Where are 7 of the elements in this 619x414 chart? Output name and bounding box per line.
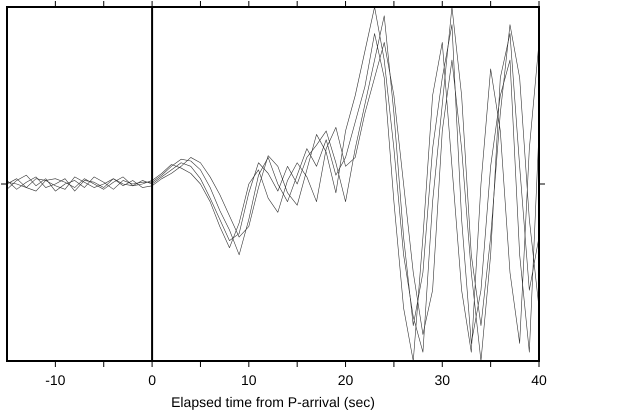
x-tick-label: 30 <box>434 372 450 388</box>
x-axis-title: Elapsed time from P-arrival (sec) <box>171 394 375 410</box>
x-tick-label: 0 <box>148 372 156 388</box>
x-tick-label: 10 <box>241 372 257 388</box>
x-tick-label: 40 <box>531 372 547 388</box>
x-tick-label: -10 <box>45 372 66 388</box>
x-tick-label: 20 <box>338 372 354 388</box>
